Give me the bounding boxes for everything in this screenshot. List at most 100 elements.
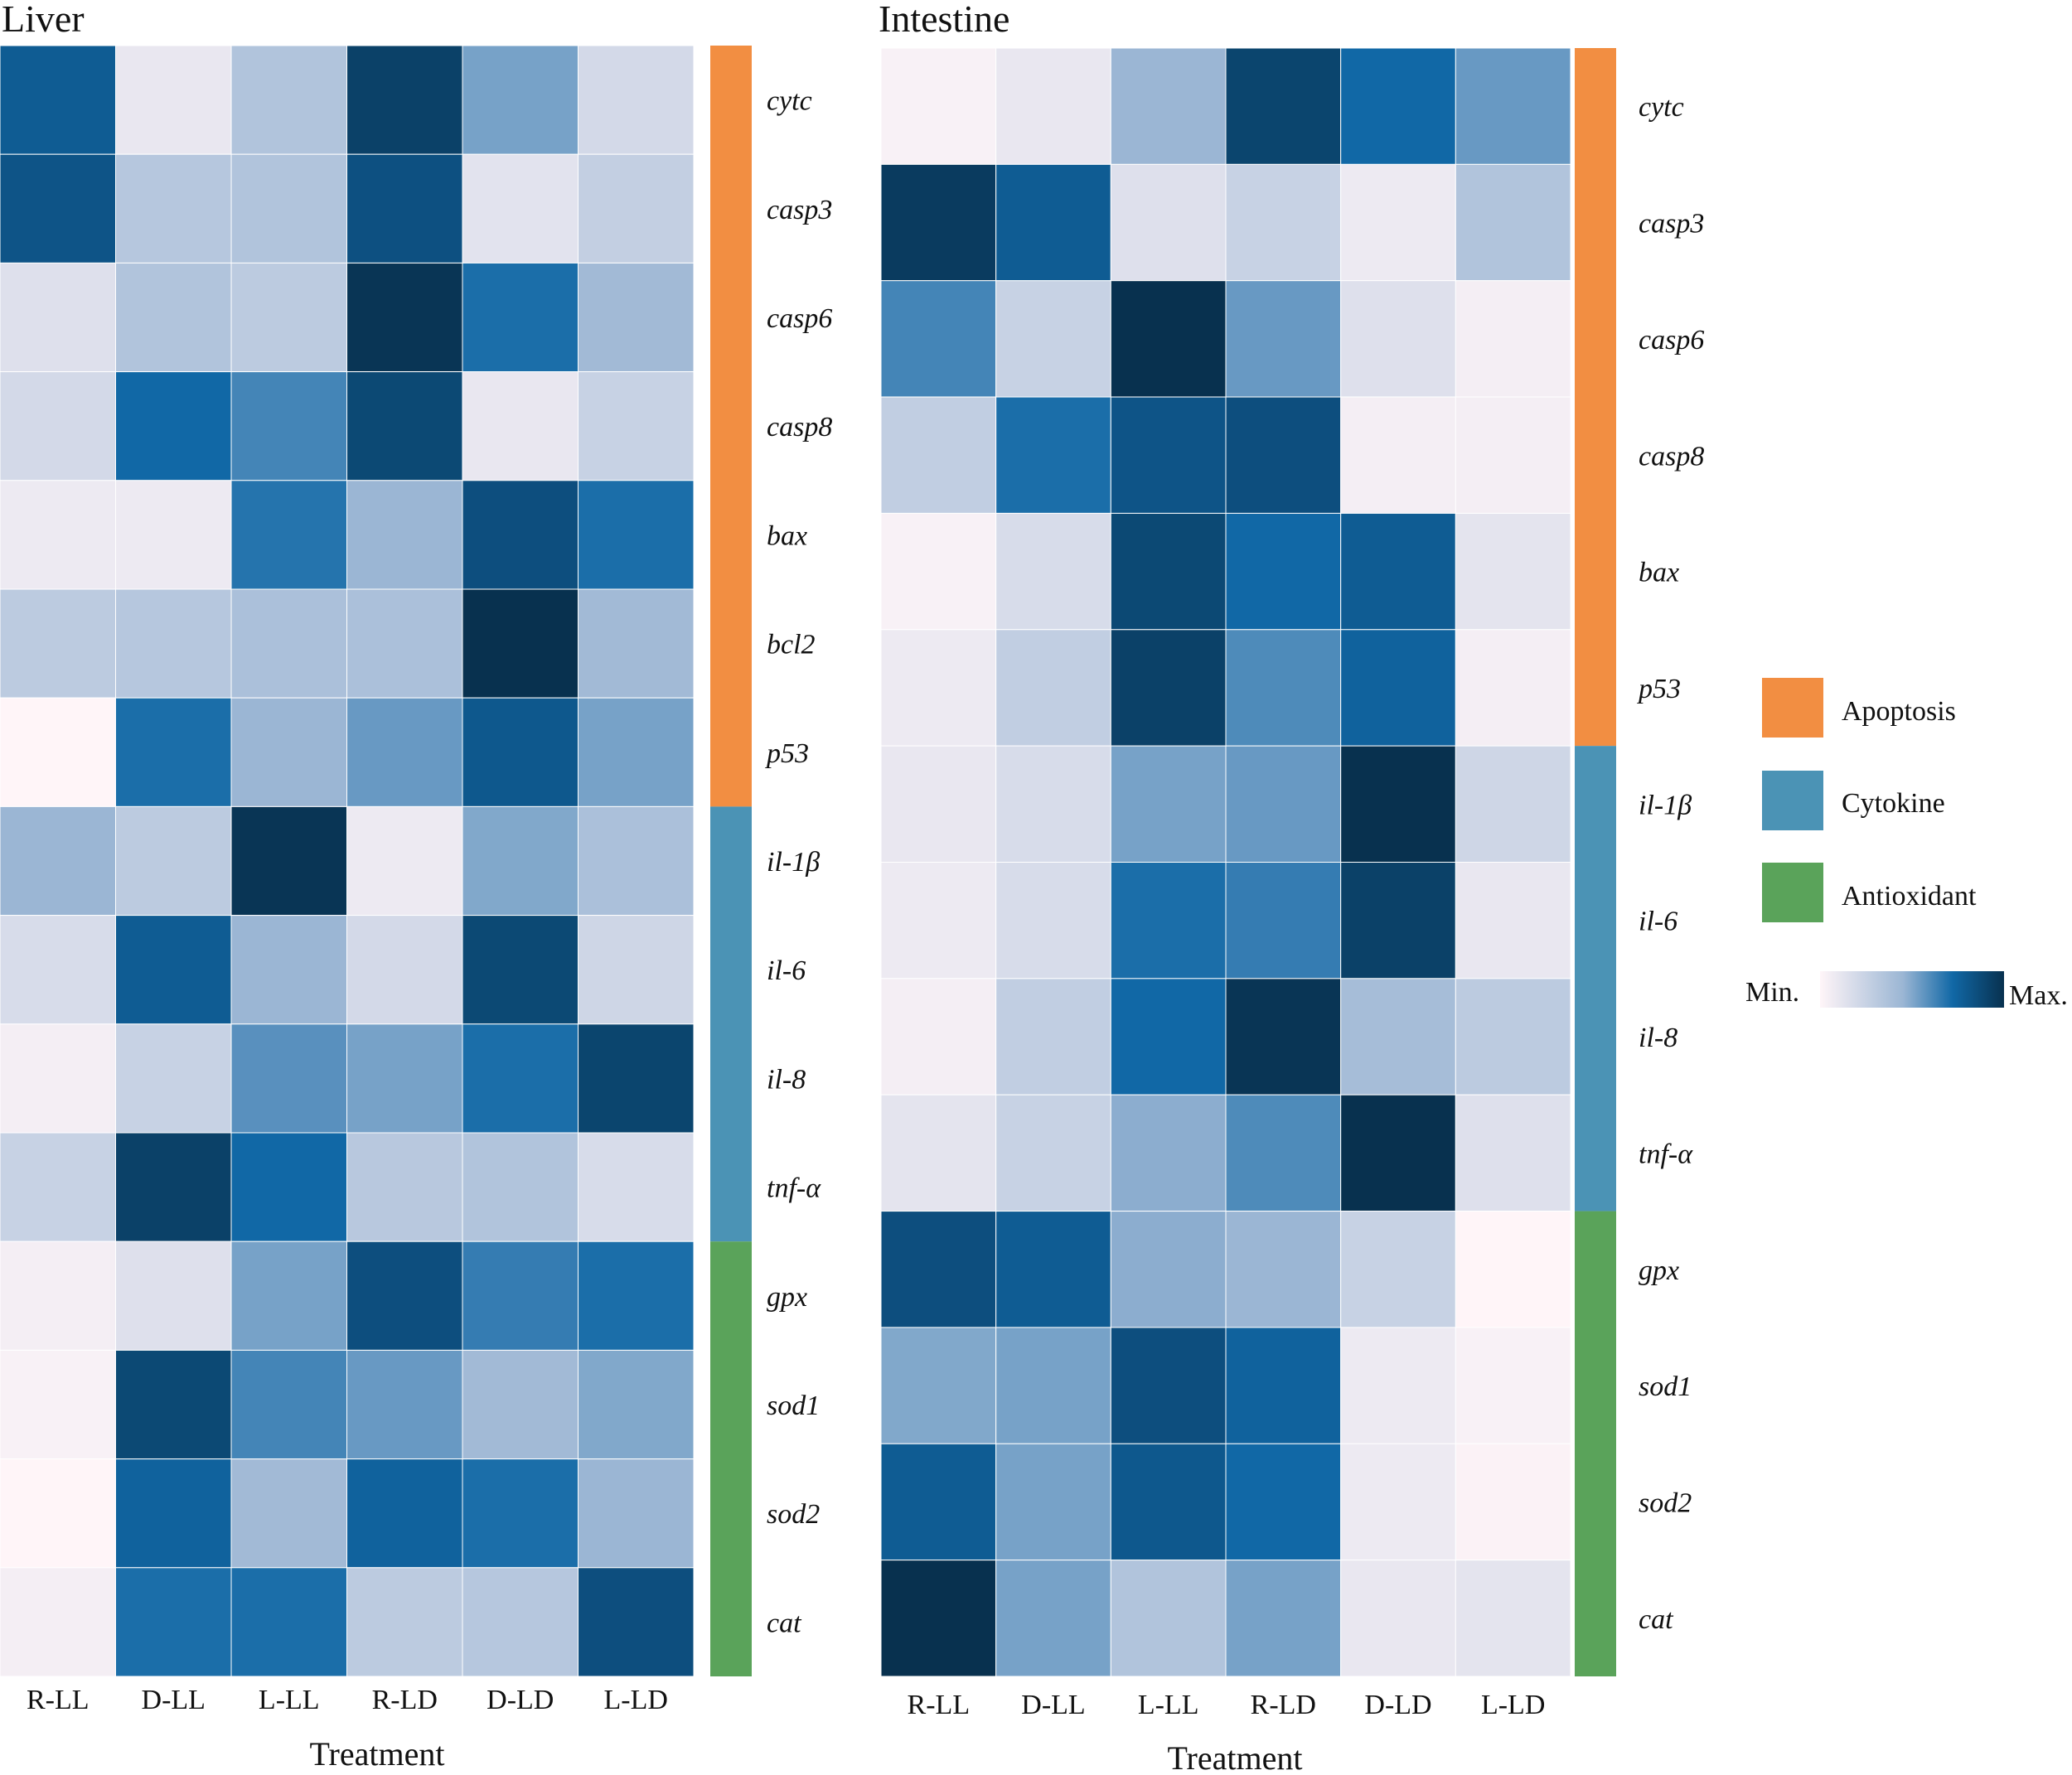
liver-cell-bax-d-ld [462, 480, 579, 590]
intestine-cell-p53-l-ll [1110, 629, 1227, 747]
intestine-cell-il-1beta-l-ld [1455, 745, 1571, 863]
liver-cell-sod2-d-ld [462, 1458, 579, 1569]
liver-cell-bcl2-l-ld [578, 588, 695, 699]
intestine-cell-casp3-l-ld [1455, 163, 1571, 282]
intestine-cell-casp3-r-ll [880, 163, 997, 282]
liver-cell-casp3-r-ll [0, 153, 116, 264]
intestine-x-ticks: R-LL D-LL L-LL R-LD D-LD L-LD [908, 1690, 1546, 1720]
liver-cell-casp8-d-ll [115, 371, 232, 481]
intestine-cell-il-6-l-ld [1455, 862, 1571, 979]
liver-cell-il-1beta-d-ll [115, 805, 232, 917]
legend-label-antioxidant: Antioxidant [1842, 881, 1977, 912]
liver-gene-label-casp6: casp6 [767, 303, 832, 334]
intestine-gene-label-bax: bax [1639, 558, 1679, 588]
intestine-x-tick-l-ll: L-LL [1138, 1690, 1199, 1720]
liver-cell-gpx-l-ll [230, 1241, 347, 1351]
intestine-cell-il-8-r-ld [1225, 978, 1342, 1095]
liver-cell-tnf-alpha-d-ld [462, 1132, 579, 1242]
intestine-cell-gpx-d-ll [995, 1211, 1111, 1328]
liver-cell-il-1beta-l-ll [230, 805, 347, 917]
intestine-cell-il-8-r-ll [880, 978, 997, 1095]
intestine-cell-gpx-l-ld [1455, 1211, 1571, 1328]
legend-swatch-apoptosis [1762, 678, 1823, 738]
intestine-cell-il-6-d-ll [995, 862, 1111, 979]
intestine-cell-cat-r-ld [1225, 1560, 1342, 1677]
liver-cell-gpx-d-ll [115, 1241, 232, 1351]
liver-cell-p53-d-ll [115, 697, 232, 807]
intestine-cell-il-6-d-ld [1340, 862, 1456, 979]
intestine-cell-cytc-l-ll [1110, 47, 1227, 165]
intestine-cell-cat-d-ld [1340, 1560, 1456, 1677]
intestine-cell-cytc-r-ld [1225, 47, 1342, 165]
liver-cell-bax-l-ld [578, 480, 695, 590]
liver-cell-casp3-d-ld [462, 153, 579, 264]
intestine-cell-sod1-d-ld [1340, 1327, 1456, 1444]
liver-cell-casp3-l-ll [230, 153, 347, 264]
intestine-cell-il-8-d-ll [995, 978, 1111, 1095]
intestine-cell-sod2-d-ld [1340, 1443, 1456, 1561]
intestine-cell-bax-r-ld [1225, 512, 1342, 631]
liver-cell-gpx-d-ld [462, 1241, 579, 1351]
liver-heatmap-cells [0, 45, 695, 1677]
liver-gene-label-bax: bax [767, 520, 807, 551]
intestine-gene-label-casp8: casp8 [1639, 441, 1704, 472]
liver-gene-label-p53: p53 [765, 738, 809, 769]
intestine-x-tick-d-ld: D-LD [1364, 1690, 1431, 1720]
liver-cell-casp6-l-ld [578, 262, 695, 373]
intestine-gene-label-il-6: il-6 [1639, 907, 1677, 937]
intestine-cell-sod2-r-ld [1225, 1443, 1342, 1561]
intestine-cell-cytc-d-ll [995, 47, 1111, 165]
colorbar [1820, 971, 2004, 1008]
liver-cell-casp6-l-ll [230, 262, 347, 373]
liver-cell-casp3-l-ld [578, 153, 695, 264]
liver-x-tick-r-ll: R-LL [27, 1685, 90, 1715]
liver-cell-gpx-r-ll [0, 1241, 116, 1351]
intestine-x-axis-label: Treatment [1168, 1739, 1303, 1775]
liver-cell-il-8-r-ld [346, 1023, 463, 1134]
intestine-cell-sod2-l-ll [1110, 1443, 1227, 1561]
liver-cell-sod1-d-ld [462, 1349, 579, 1460]
liver-gene-labels: cytc casp3 casp6 casp8 bax bcl2 p53 il-1β il-6 il… [765, 86, 832, 1639]
intestine-cell-tnf-alpha-r-ld [1225, 1094, 1342, 1212]
liver-gene-label-tnf-alpha: tnf-α [767, 1173, 821, 1204]
intestine-cell-casp6-l-ll [1110, 280, 1227, 398]
intestine-group-bar-antioxidant [1575, 1211, 1616, 1676]
intestine-cell-casp8-d-ll [995, 396, 1111, 514]
intestine-cell-bax-r-ll [880, 512, 997, 631]
intestine-cell-casp6-d-ll [995, 280, 1111, 398]
liver-cell-p53-r-ll [0, 697, 116, 807]
intestine-cell-cat-l-ld [1455, 1560, 1571, 1677]
intestine-cell-cytc-l-ld [1455, 47, 1571, 165]
liver-cell-il-1beta-r-ll [0, 805, 116, 917]
liver-cell-il-6-r-ld [346, 915, 463, 1025]
liver-cell-il-6-d-ld [462, 915, 579, 1025]
liver-cell-cytc-d-ll [115, 45, 232, 155]
liver-cell-tnf-alpha-r-ll [0, 1132, 116, 1242]
liver-cell-sod2-l-ll [230, 1458, 347, 1569]
intestine-cell-sod2-l-ld [1455, 1443, 1571, 1561]
liver-cell-il-1beta-r-ld [346, 805, 463, 917]
liver-gene-label-il-8: il-8 [767, 1064, 806, 1095]
legend: Apoptosis Cytokine Antioxidant Min. Max. [1745, 678, 2068, 1011]
intestine-cell-p53-r-ll [880, 629, 997, 747]
liver-cell-casp3-d-ll [115, 153, 232, 264]
liver-cell-p53-r-ld [346, 697, 463, 807]
intestine-cell-p53-r-ld [1225, 629, 1342, 747]
intestine-gene-label-sod2: sod2 [1639, 1487, 1692, 1518]
liver-title: Liver [2, 0, 85, 40]
liver-cell-tnf-alpha-l-ll [230, 1132, 347, 1242]
liver-cell-tnf-alpha-l-ld [578, 1132, 695, 1242]
liver-cell-cytc-r-ld [346, 45, 463, 155]
liver-cell-il-1beta-l-ld [578, 805, 695, 917]
intestine-panel: Intestine cytc casp3 casp6 casp8 bax p53 il-1β… [879, 0, 1704, 1775]
liver-cell-bcl2-l-ll [230, 588, 347, 699]
intestine-cell-bax-d-ld [1340, 512, 1456, 631]
intestine-cell-gpx-d-ld [1340, 1211, 1456, 1328]
liver-cell-sod2-d-ll [115, 1458, 232, 1569]
intestine-x-tick-r-ll: R-LL [908, 1690, 971, 1720]
liver-cell-sod1-d-ll [115, 1349, 232, 1460]
liver-gene-label-cat: cat [767, 1608, 802, 1638]
colorbar-max-label: Max. [2009, 980, 2068, 1011]
liver-cell-bax-r-ld [346, 480, 463, 590]
